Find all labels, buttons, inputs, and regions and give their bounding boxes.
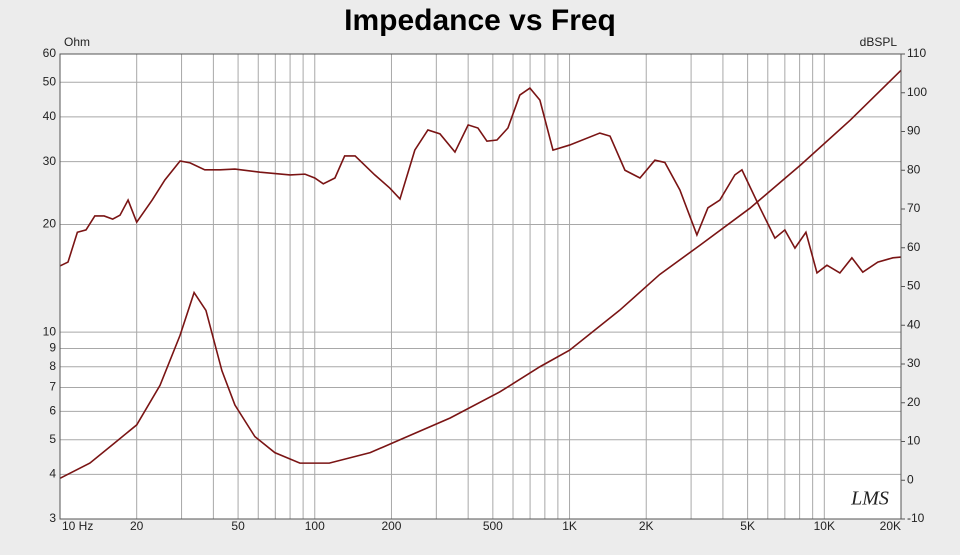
y-tick-label: 10	[43, 324, 57, 338]
y2-tick-label: 20	[907, 395, 921, 409]
y2-tick-label: 80	[907, 162, 921, 176]
x-tick-label: 1K	[562, 519, 577, 533]
y-tick-label: 9	[49, 341, 56, 355]
x-tick-label: 20K	[880, 519, 901, 533]
chart-title: Impedance vs Freq	[344, 4, 616, 37]
x-tick-label: 500	[483, 519, 503, 533]
y2-tick-label: 30	[907, 356, 921, 370]
y2-tick-label: -10	[907, 511, 925, 525]
x-tick-label: 5K	[740, 519, 755, 533]
x-tick-label: 50	[231, 519, 245, 533]
plot-area	[60, 54, 901, 519]
curve	[59, 87, 902, 275]
y-tick-label: 40	[43, 109, 57, 123]
y2-tick-label: 10	[907, 434, 921, 448]
y-tick-label: 50	[43, 74, 57, 88]
y2-tick-label: 90	[907, 124, 921, 138]
y2-axis-label: dBSPL	[860, 35, 898, 49]
x-tick-label: 10K	[814, 519, 835, 533]
x-tick-label: 10 Hz	[62, 519, 93, 533]
x-tick-label: 2K	[639, 519, 654, 533]
y-tick-label: 6	[49, 404, 56, 418]
y-tick-label: 60	[43, 46, 57, 60]
y2-tick-label: 40	[907, 317, 921, 331]
y-tick-label: 30	[43, 154, 57, 168]
y-tick-label: 20	[43, 217, 57, 231]
y-tick-label: 8	[49, 359, 56, 373]
y-tick-label: 4	[49, 467, 56, 481]
y2-tick-label: 0	[907, 472, 914, 486]
watermark: LMS	[850, 488, 889, 510]
y-tick-label: 3	[49, 511, 56, 525]
y-tick-label: 5	[49, 432, 56, 446]
x-tick-label: 200	[381, 519, 401, 533]
y-tick-label: 7	[49, 380, 56, 394]
y2-tick-label: 110	[907, 46, 926, 60]
x-tick-label: 100	[305, 519, 325, 533]
x-tick-label: 20	[130, 519, 144, 533]
y2-tick-label: 70	[907, 201, 921, 215]
y-axis-label: Ohm	[64, 35, 90, 49]
curve	[59, 69, 902, 479]
y2-tick-label: 60	[907, 240, 921, 254]
y2-tick-label: 50	[907, 279, 921, 293]
y2-tick-label: 100	[907, 85, 927, 99]
